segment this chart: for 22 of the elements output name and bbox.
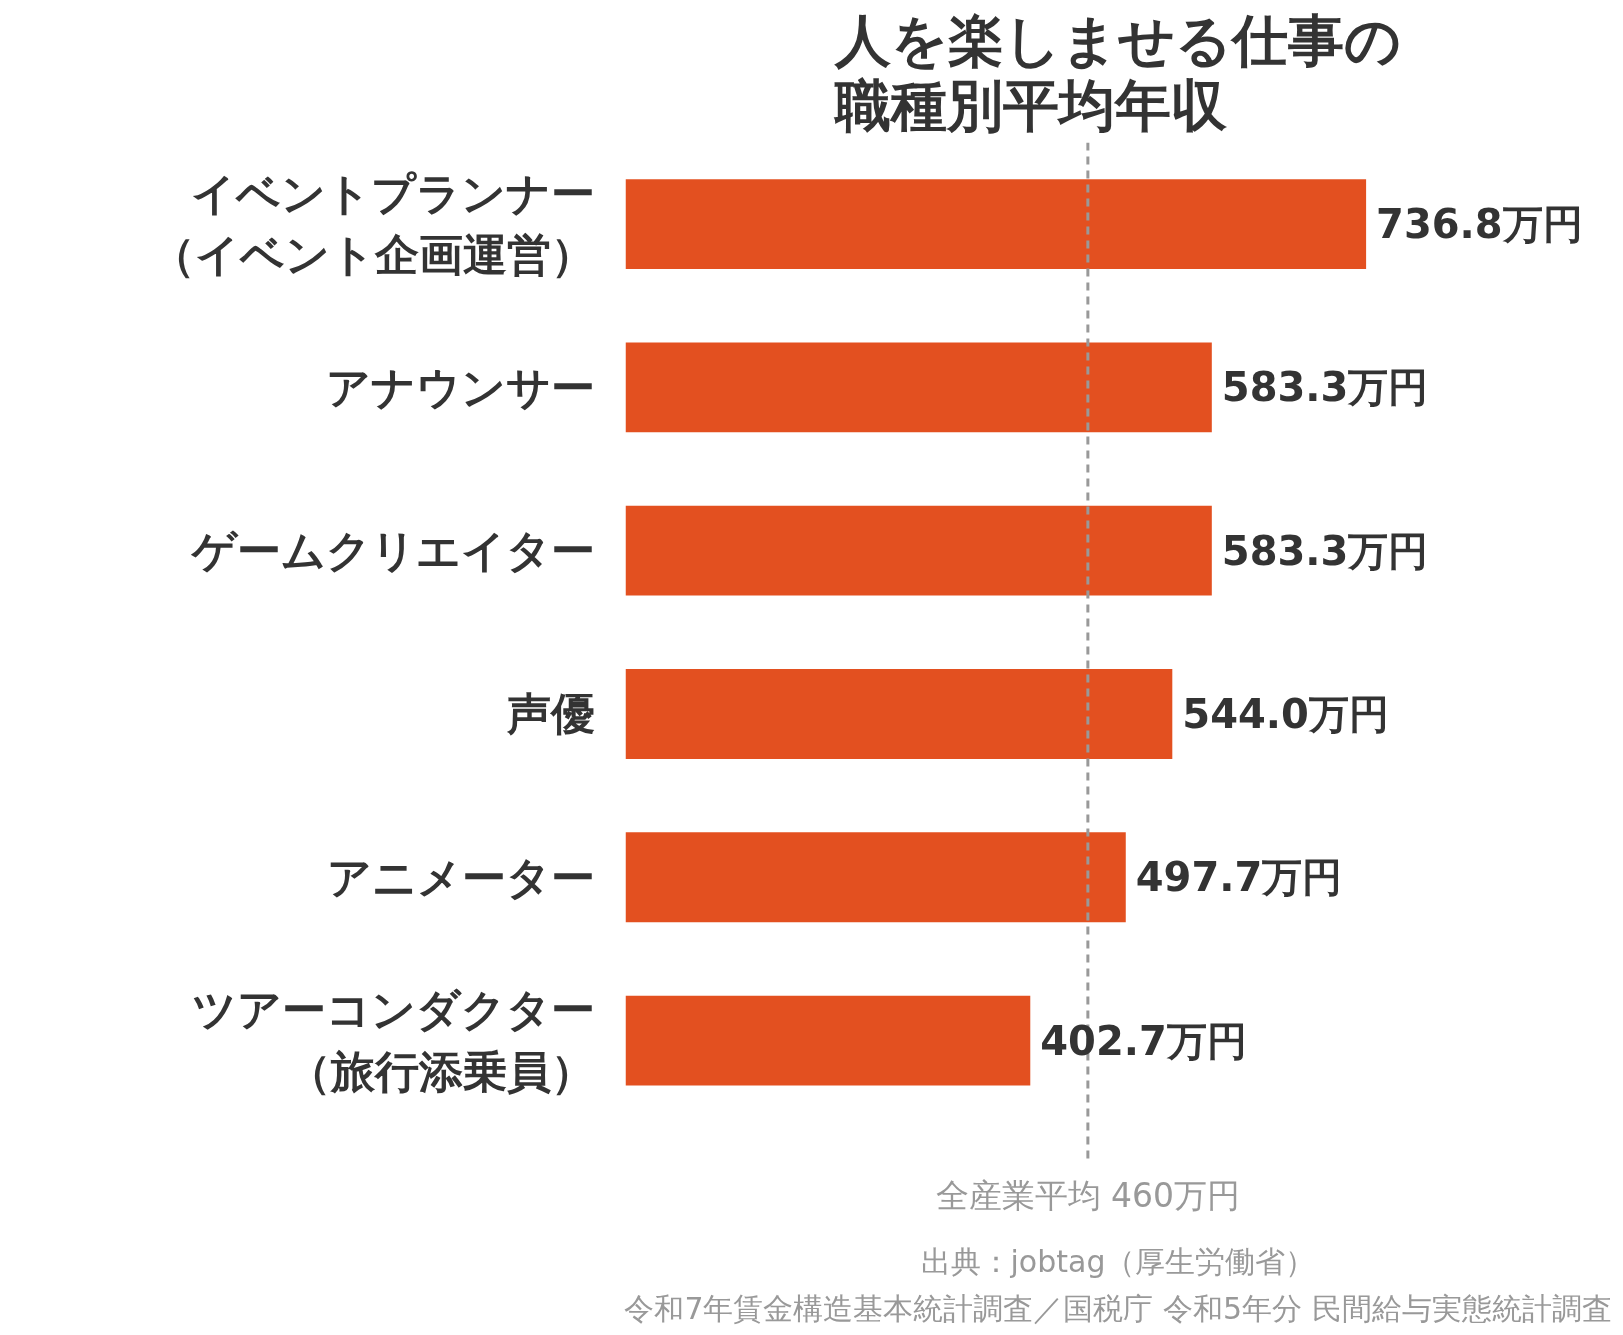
source-note: 出典：jobtag（厚生労働省） <box>920 1243 1316 1279</box>
bar <box>625 342 1212 433</box>
y-tick-label: ツアーコンダクター（旅行添乗員） <box>191 984 595 1097</box>
text: 令和7年賃金構造基本統計調査／国税庁 令和5年分 民間給与実態統計調査 <box>624 1290 1612 1326</box>
bar <box>625 832 1126 923</box>
data-label: 497.7万円 <box>1135 854 1343 901</box>
data-label: 402.7万円 <box>1040 1017 1247 1064</box>
data-label: 736.8万円 <box>1376 201 1583 248</box>
y-tick-label: ゲームクリエイター <box>189 525 595 577</box>
ref-line-label: 全産業平均 460万円 <box>935 1176 1241 1216</box>
chart-title: 人を楽しませる仕事の職種別平均年収 <box>833 7 1401 138</box>
bar <box>625 505 1212 596</box>
data-label: 583.3万円 <box>1221 364 1429 411</box>
y-tick-label: 声優 <box>505 688 595 740</box>
y-tick-label: アニメーター <box>326 851 595 903</box>
y-tick-label: アナウンサー <box>325 361 595 413</box>
bar <box>625 669 1173 759</box>
bar <box>625 995 1031 1086</box>
data-label: 544.0万円 <box>1182 690 1389 737</box>
y-tick-label: イベントプランナー（イベント企画運営） <box>150 168 595 281</box>
data-label: 583.3万円 <box>1221 527 1429 574</box>
bar <box>625 179 1367 270</box>
